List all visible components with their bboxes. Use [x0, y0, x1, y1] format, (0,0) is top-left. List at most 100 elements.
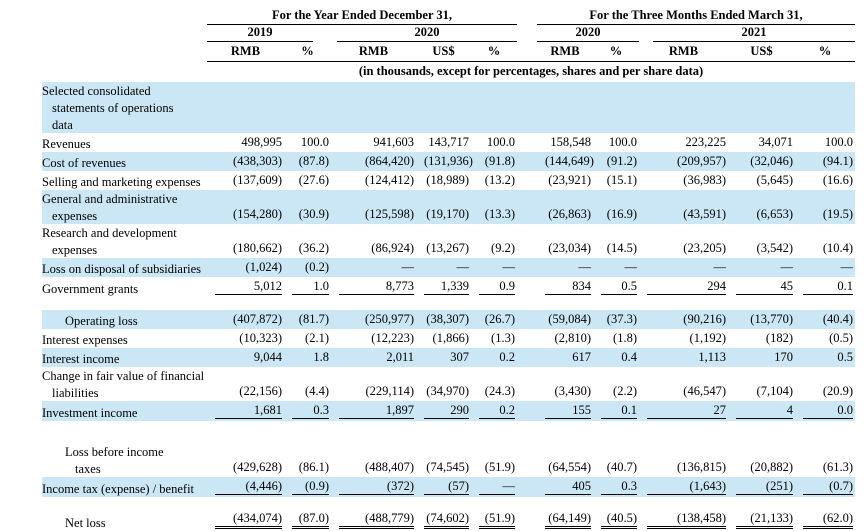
value-cell: 1,339: [416, 277, 471, 297]
value-cell: (30.9): [298, 207, 329, 221]
row-label: Investment income: [42, 406, 138, 420]
table-row: Loss before income taxes (429,628) (86.1) (4…: [42, 443, 855, 477]
value-cell: 223,225: [685, 135, 726, 149]
value-cell: —: [624, 260, 638, 274]
col-2020-usd: US$: [416, 42, 471, 62]
value-cell: (10,323): [239, 331, 282, 345]
value-cell: —: [840, 260, 854, 274]
value-cell: (23,034): [548, 241, 591, 255]
value-cell: —: [578, 260, 592, 274]
value-cell: (136,815): [677, 460, 726, 474]
value-cell: 0.1: [795, 277, 855, 297]
value-cell: 1.0: [284, 277, 331, 297]
table-row: Government grants 5,012 1.0 8,773 1,339 0.9 83…: [42, 277, 855, 297]
table-header: For the Year Ended December 31, For the …: [42, 8, 856, 83]
quarter-year-2020: 2020: [537, 25, 639, 42]
value-cell: 158,548: [550, 135, 591, 149]
table-row: Income tax (expense) / benefit (4,446) (0.…: [42, 477, 856, 497]
value-cell: 0.3: [593, 477, 639, 497]
period-group-three-months: For the Three Months Ended March 31,: [537, 8, 856, 25]
value-cell: (94.1): [822, 154, 854, 168]
spacer-cell: [42, 497, 855, 509]
value-cell: [207, 82, 284, 133]
value-cell: 294: [639, 277, 728, 297]
value-cell: (91.8): [484, 154, 515, 168]
value-cell: 1.8: [313, 350, 329, 364]
value-cell: (144,649): [545, 154, 594, 168]
value-cell: (251): [728, 477, 795, 497]
value-cell: (51.9): [484, 460, 515, 474]
group-gap: [517, 310, 537, 329]
value-cell: —: [713, 260, 727, 274]
value-cell: 45: [728, 277, 795, 297]
value-cell: (1,643): [639, 477, 728, 497]
value-cell: (16.9): [606, 207, 637, 221]
row-label: Interest income: [42, 352, 120, 366]
value-cell: 143,717: [428, 135, 469, 149]
value-cell: 5,012: [207, 277, 284, 297]
group-gap: [517, 152, 537, 171]
table-row: Cost of revenues (438,303) (87.8) (864,420)…: [42, 152, 856, 171]
value-cell: [284, 82, 331, 133]
col-2020-rmb: RMB: [331, 42, 416, 62]
value-cell: [331, 82, 416, 133]
value-cell: (64,554): [548, 460, 591, 474]
header-spacer: [42, 62, 207, 83]
value-cell: (7,104): [756, 384, 793, 398]
value-cell: (27.6): [298, 173, 329, 187]
group-gap: [517, 133, 537, 152]
value-cell: (86,924): [371, 241, 414, 255]
value-cell: 8,773: [331, 277, 416, 297]
table-row: Net loss (434,074) (87.0) (488,779) (74,602)…: [42, 509, 855, 531]
group-gap: [517, 258, 537, 277]
value-cell: —: [471, 477, 517, 497]
value-cell: (20,882): [750, 460, 793, 474]
value-cell: (74,602): [416, 509, 471, 531]
value-cell: (13,770): [750, 312, 793, 326]
value-cell: (407,872): [233, 312, 282, 326]
spacer-cell: [42, 421, 855, 443]
value-cell: (125,598): [365, 207, 414, 221]
table-row: Selected consolidated statements of opera…: [42, 82, 856, 133]
value-cell: (182): [765, 331, 793, 345]
value-cell: 0.2: [499, 350, 515, 364]
value-cell: (4,446): [207, 477, 284, 497]
value-cell: (26.7): [484, 312, 515, 326]
value-cell: (1.3): [491, 331, 515, 345]
value-cell: (2.2): [613, 384, 637, 398]
value-cell: (124,412): [365, 173, 414, 187]
spacer-row: [42, 297, 855, 310]
value-cell: (81.7): [298, 312, 329, 326]
value-cell: (21,133): [728, 509, 795, 531]
value-cell: 0.2: [471, 401, 517, 421]
row-label: Cost of revenues: [42, 156, 127, 170]
value-cell: 0.5: [593, 277, 639, 297]
value-cell: (1,024): [245, 260, 282, 274]
value-cell: (91.2): [606, 154, 637, 168]
currency-units-row: RMB % RMB US$ % RMB % RMB US$ %: [42, 42, 856, 62]
value-cell: (16.6): [822, 173, 854, 187]
value-cell: (61.3): [822, 460, 854, 474]
value-cell: 617: [572, 350, 591, 364]
value-cell: (24.3): [484, 384, 515, 398]
value-cell: (9.2): [491, 241, 515, 255]
row-label: General and administrative expenses: [42, 192, 178, 223]
value-cell: (1,866): [432, 331, 469, 345]
value-cell: (138,458): [639, 509, 728, 531]
value-cell: (15.1): [606, 173, 637, 187]
group-gap: [517, 8, 537, 25]
group-gap: [517, 348, 537, 367]
value-cell: (438,303): [233, 154, 282, 168]
table-body: Selected consolidated statements of opera…: [42, 82, 856, 531]
value-cell: 0.0: [795, 401, 855, 421]
group-gap: [517, 190, 537, 224]
value-cell: (40.7): [606, 460, 637, 474]
value-cell: (131,936): [424, 154, 473, 168]
value-cell: 0.1: [593, 401, 639, 421]
value-cell: (13.3): [484, 207, 515, 221]
table-row: General and administrative expenses (154,2…: [42, 190, 856, 224]
value-cell: 307: [450, 350, 469, 364]
value-cell: (0.9): [284, 477, 331, 497]
value-cell: (87.8): [298, 154, 329, 168]
group-gap: [517, 401, 537, 421]
